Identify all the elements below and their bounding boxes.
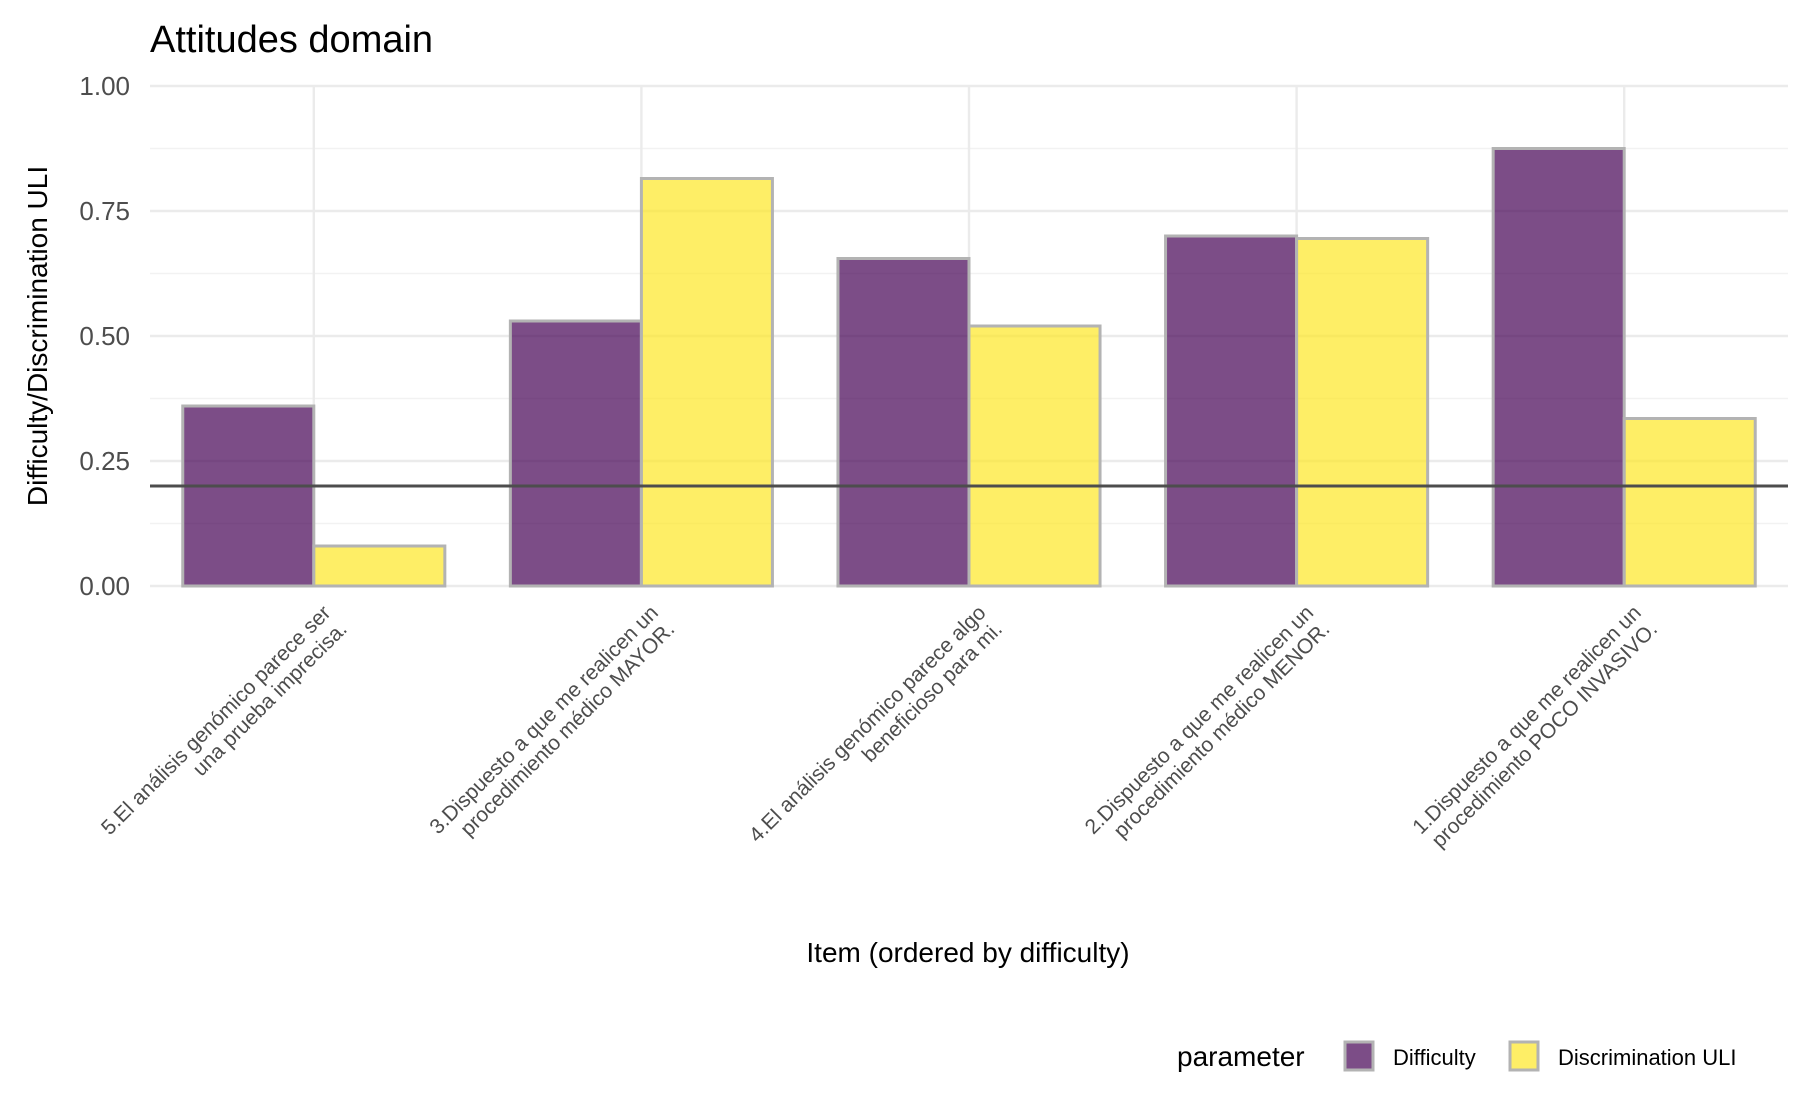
x-tick-label: 2.Dispuesto a que me realicen unprocedim…: [1081, 601, 1335, 855]
x-tick-label-line: 2.Dispuesto a que me realicen un: [1081, 601, 1318, 838]
legend-label: Discrimination ULI: [1558, 1045, 1737, 1070]
x-tick-label-line: una prueba imprecisa.: [188, 618, 351, 781]
x-tick-label-line: 5.El análisis genómico parece ser: [97, 601, 335, 839]
bar-difficulty: [836, 257, 971, 588]
legend-title: parameter: [1177, 1041, 1305, 1072]
bar-difficulty: [1491, 147, 1626, 588]
legend-key-discrimination-uli: [1508, 1040, 1540, 1072]
y-axis-title: Difficulty/Discrimination ULI: [22, 166, 53, 506]
x-tick-label: 1.Dispuesto a que me realicen unprocedim…: [1408, 601, 1662, 855]
y-tick-label: 0.25: [79, 446, 130, 476]
x-tick-label: 5.El análisis genómico parece seruna pru…: [97, 601, 352, 856]
chart-title: Attitudes domain: [150, 19, 433, 61]
y-tick-label: 0.75: [79, 196, 130, 226]
legend: parameter Difficulty Discrimination ULI: [1177, 1040, 1737, 1072]
y-axis: 0.00 0.25 0.50 0.75 1.00: [79, 71, 130, 601]
x-tick-label-line: procedimiento POCO INVASIVO.: [1427, 618, 1662, 853]
y-tick-label: 0.00: [79, 571, 130, 601]
y-tick-label: 0.50: [79, 321, 130, 351]
legend-label: Difficulty: [1393, 1045, 1476, 1070]
y-tick-label: 1.00: [79, 71, 130, 101]
x-tick-label: 3.Dispuesto a que me realicen unprocedim…: [425, 601, 679, 855]
bar-difficulty: [181, 404, 316, 588]
x-tick-label-line: 4.El análisis genómico parece algo: [745, 601, 991, 847]
bar-discrimination-uli: [312, 544, 447, 588]
x-tick-label-line: procedimiento médico MAYOR.: [456, 618, 679, 841]
bars: [181, 147, 1757, 588]
bar-difficulty: [1164, 234, 1299, 588]
bar-discrimination-uli: [967, 324, 1102, 588]
bar-difficulty: [508, 319, 643, 588]
bar-discrimination-uli: [639, 177, 774, 588]
bar-discrimination-uli: [1295, 237, 1430, 588]
x-tick-label-line: 3.Dispuesto a que me realicen un: [425, 601, 662, 838]
bar-discrimination-uli: [1622, 417, 1757, 588]
x-tick-label-line: 1.Dispuesto a que me realicen un: [1408, 601, 1645, 838]
x-tick-label: 4.El análisis genómico parece algobenefi…: [745, 601, 1007, 863]
x-tick-label-line: beneficioso para mi.: [858, 618, 1007, 767]
x-axis-title: Item (ordered by difficulty): [806, 937, 1129, 968]
x-tick-label-line: procedimiento médico MENOR.: [1109, 618, 1334, 843]
x-axis: 5.El análisis genómico parece seruna pru…: [97, 601, 1662, 863]
legend-key-difficulty: [1343, 1040, 1375, 1072]
